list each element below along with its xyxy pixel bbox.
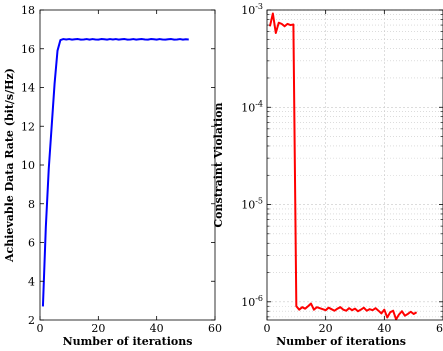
x-tick-label: 0 <box>264 322 271 335</box>
x-tick-label: 20 <box>319 322 333 335</box>
y-tick-label: 10 <box>21 159 35 172</box>
chart-left-data-rate: 0 20 40 60 2 4 6 8 10 12 14 16 18 Number of iteration… <box>3 4 222 348</box>
x-tick-label: 20 <box>91 322 105 335</box>
y-axis-label: Achievable Data Rate (bit/s/Hz) <box>3 68 16 263</box>
y-tick-label: 4 <box>28 275 35 288</box>
x-tick-label: 60 <box>436 322 443 335</box>
x-tick-label: 40 <box>150 322 164 335</box>
series-line <box>41 38 189 307</box>
y-tick-label: 2 <box>28 314 35 327</box>
x-axis-label: Number of iterations <box>276 335 406 348</box>
y-tick-label: 16 <box>21 43 35 56</box>
axes-frame <box>39 9 216 321</box>
y-tick-label: 10-6 <box>241 294 263 309</box>
y-tick-label: 10-5 <box>241 197 263 212</box>
y-tick-label: 12 <box>21 120 35 133</box>
x-tick-label: 60 <box>208 322 222 335</box>
y-tick-label: 8 <box>28 198 35 211</box>
y-tick-label: 10-4 <box>241 99 263 114</box>
x-tick-label: 40 <box>377 322 391 335</box>
y-tick-label: 6 <box>28 237 35 250</box>
y-axis-label: Constraint Violation <box>212 102 225 227</box>
x-tick-label: 0 <box>37 322 44 335</box>
series-line <box>268 12 418 321</box>
axes-frame <box>266 9 443 321</box>
y-tick-label: 10-3 <box>241 2 263 17</box>
y-tick-label: 14 <box>21 82 35 95</box>
x-axis-label: Number of iterations <box>63 335 193 348</box>
y-tick-label: 18 <box>21 4 35 17</box>
chart-right-constraint-violation: 0 20 40 60 10-6 10-5 10-4 10-3 Number of iterati… <box>212 2 443 348</box>
